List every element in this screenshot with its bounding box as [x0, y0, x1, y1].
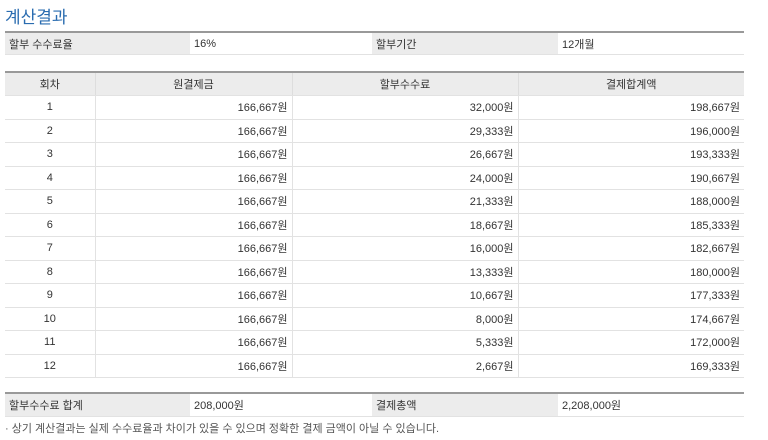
table-cell: 188,000원 — [517, 189, 744, 214]
table-cell: 166,667원 — [94, 142, 292, 167]
table-row: 8 166,667원 13,333원 180,000원 — [5, 260, 744, 284]
table-cell: 196,000원 — [517, 119, 744, 143]
table-cell: 193,333원 — [517, 142, 744, 167]
rate-label: 할부 수수료율 — [5, 32, 190, 55]
table-cell: 166,667원 — [94, 213, 292, 237]
table-cell: 166,667원 — [94, 236, 292, 261]
table-cell: 166,667원 — [94, 354, 292, 378]
disclaimer-note: · 상기 계산결과는 실제 수수료율과 차이가 있을 수 있으며 정확한 결제 … — [5, 423, 440, 435]
table-cell: 16,000원 — [291, 236, 518, 261]
summary-table: 할부수수료 합계 208,000원 결제총액 2,208,000원 — [5, 392, 744, 417]
page-title: 계산결과 — [5, 8, 68, 27]
table-row: 9 166,667원 10,667원 177,333원 — [5, 283, 744, 308]
column-header: 회차 — [5, 72, 95, 96]
table-cell: 166,667원 — [94, 330, 292, 355]
table-cell: 166,667원 — [94, 166, 292, 190]
table-row: 3 166,667원 26,667원 193,333원 — [5, 142, 744, 167]
table-cell: 198,667원 — [517, 95, 744, 120]
table-row: 7 166,667원 16,000원 182,667원 — [5, 236, 744, 261]
table-cell: 180,000원 — [517, 260, 744, 284]
rate-value: 16% — [190, 32, 372, 55]
table-cell: 166,667원 — [94, 260, 292, 284]
grand-total-label: 결제총액 — [372, 393, 558, 417]
table-cell: 11 — [5, 330, 95, 355]
table-cell: 166,667원 — [94, 95, 292, 120]
fee-total-value: 208,000원 — [190, 393, 372, 417]
fee-total-label: 할부수수료 합계 — [5, 393, 190, 417]
table-row: 2 166,667원 29,333원 196,000원 — [5, 119, 744, 143]
table-cell: 172,000원 — [517, 330, 744, 355]
table-cell: 2,667원 — [291, 354, 518, 378]
table-cell: 166,667원 — [94, 307, 292, 331]
column-header: 원결제금 — [94, 72, 292, 96]
table-cell: 9 — [5, 283, 95, 308]
table-cell: 32,000원 — [291, 95, 518, 120]
period-value: 12개월 — [558, 32, 744, 55]
table-cell: 29,333원 — [291, 119, 518, 143]
table-cell: 185,333원 — [517, 213, 744, 237]
table-row: 10 166,667원 8,000원 174,667원 — [5, 307, 744, 331]
table-cell: 8,000원 — [291, 307, 518, 331]
table-cell: 5,333원 — [291, 330, 518, 355]
table-row: 5 166,667원 21,333원 188,000원 — [5, 189, 744, 214]
table-cell: 166,667원 — [94, 283, 292, 308]
table-cell: 8 — [5, 260, 95, 284]
table-cell: 177,333원 — [517, 283, 744, 308]
grand-total-value: 2,208,000원 — [558, 393, 744, 417]
info-table: 할부 수수료율 16% 할부기간 12개월 — [5, 31, 744, 55]
table-cell: 169,333원 — [517, 354, 744, 378]
table-cell: 174,667원 — [517, 307, 744, 331]
table-cell: 10,667원 — [291, 283, 518, 308]
table-cell: 182,667원 — [517, 236, 744, 261]
table-cell: 166,667원 — [94, 119, 292, 143]
table-cell: 18,667원 — [291, 213, 518, 237]
column-header: 결제합계액 — [517, 72, 744, 96]
table-cell: 190,667원 — [517, 166, 744, 190]
table-cell: 10 — [5, 307, 95, 331]
table-cell: 5 — [5, 189, 95, 214]
table-row: 1 166,667원 32,000원 198,667원 — [5, 95, 744, 120]
table-cell: 12 — [5, 354, 95, 378]
table-cell: 166,667원 — [94, 189, 292, 214]
table-cell: 4 — [5, 166, 95, 190]
table-row: 4 166,667원 24,000원 190,667원 — [5, 166, 744, 190]
installment-table: 회차 원결제금 할부수수료 결제합계액 1 166,667원 32,000원 198,667… — [5, 71, 744, 378]
table-cell: 13,333원 — [291, 260, 518, 284]
column-header: 할부수수료 — [291, 72, 518, 96]
table-cell: 3 — [5, 142, 95, 167]
table-cell: 6 — [5, 213, 95, 237]
table-row: 12 166,667원 2,667원 169,333원 — [5, 354, 744, 378]
table-cell: 26,667원 — [291, 142, 518, 167]
table-cell: 7 — [5, 236, 95, 261]
table-row: 11 166,667원 5,333원 172,000원 — [5, 330, 744, 355]
period-label: 할부기간 — [372, 32, 558, 55]
table-cell: 21,333원 — [291, 189, 518, 214]
table-cell: 2 — [5, 119, 95, 143]
table-cell: 1 — [5, 95, 95, 120]
table-cell: 24,000원 — [291, 166, 518, 190]
table-row: 6 166,667원 18,667원 185,333원 — [5, 213, 744, 237]
